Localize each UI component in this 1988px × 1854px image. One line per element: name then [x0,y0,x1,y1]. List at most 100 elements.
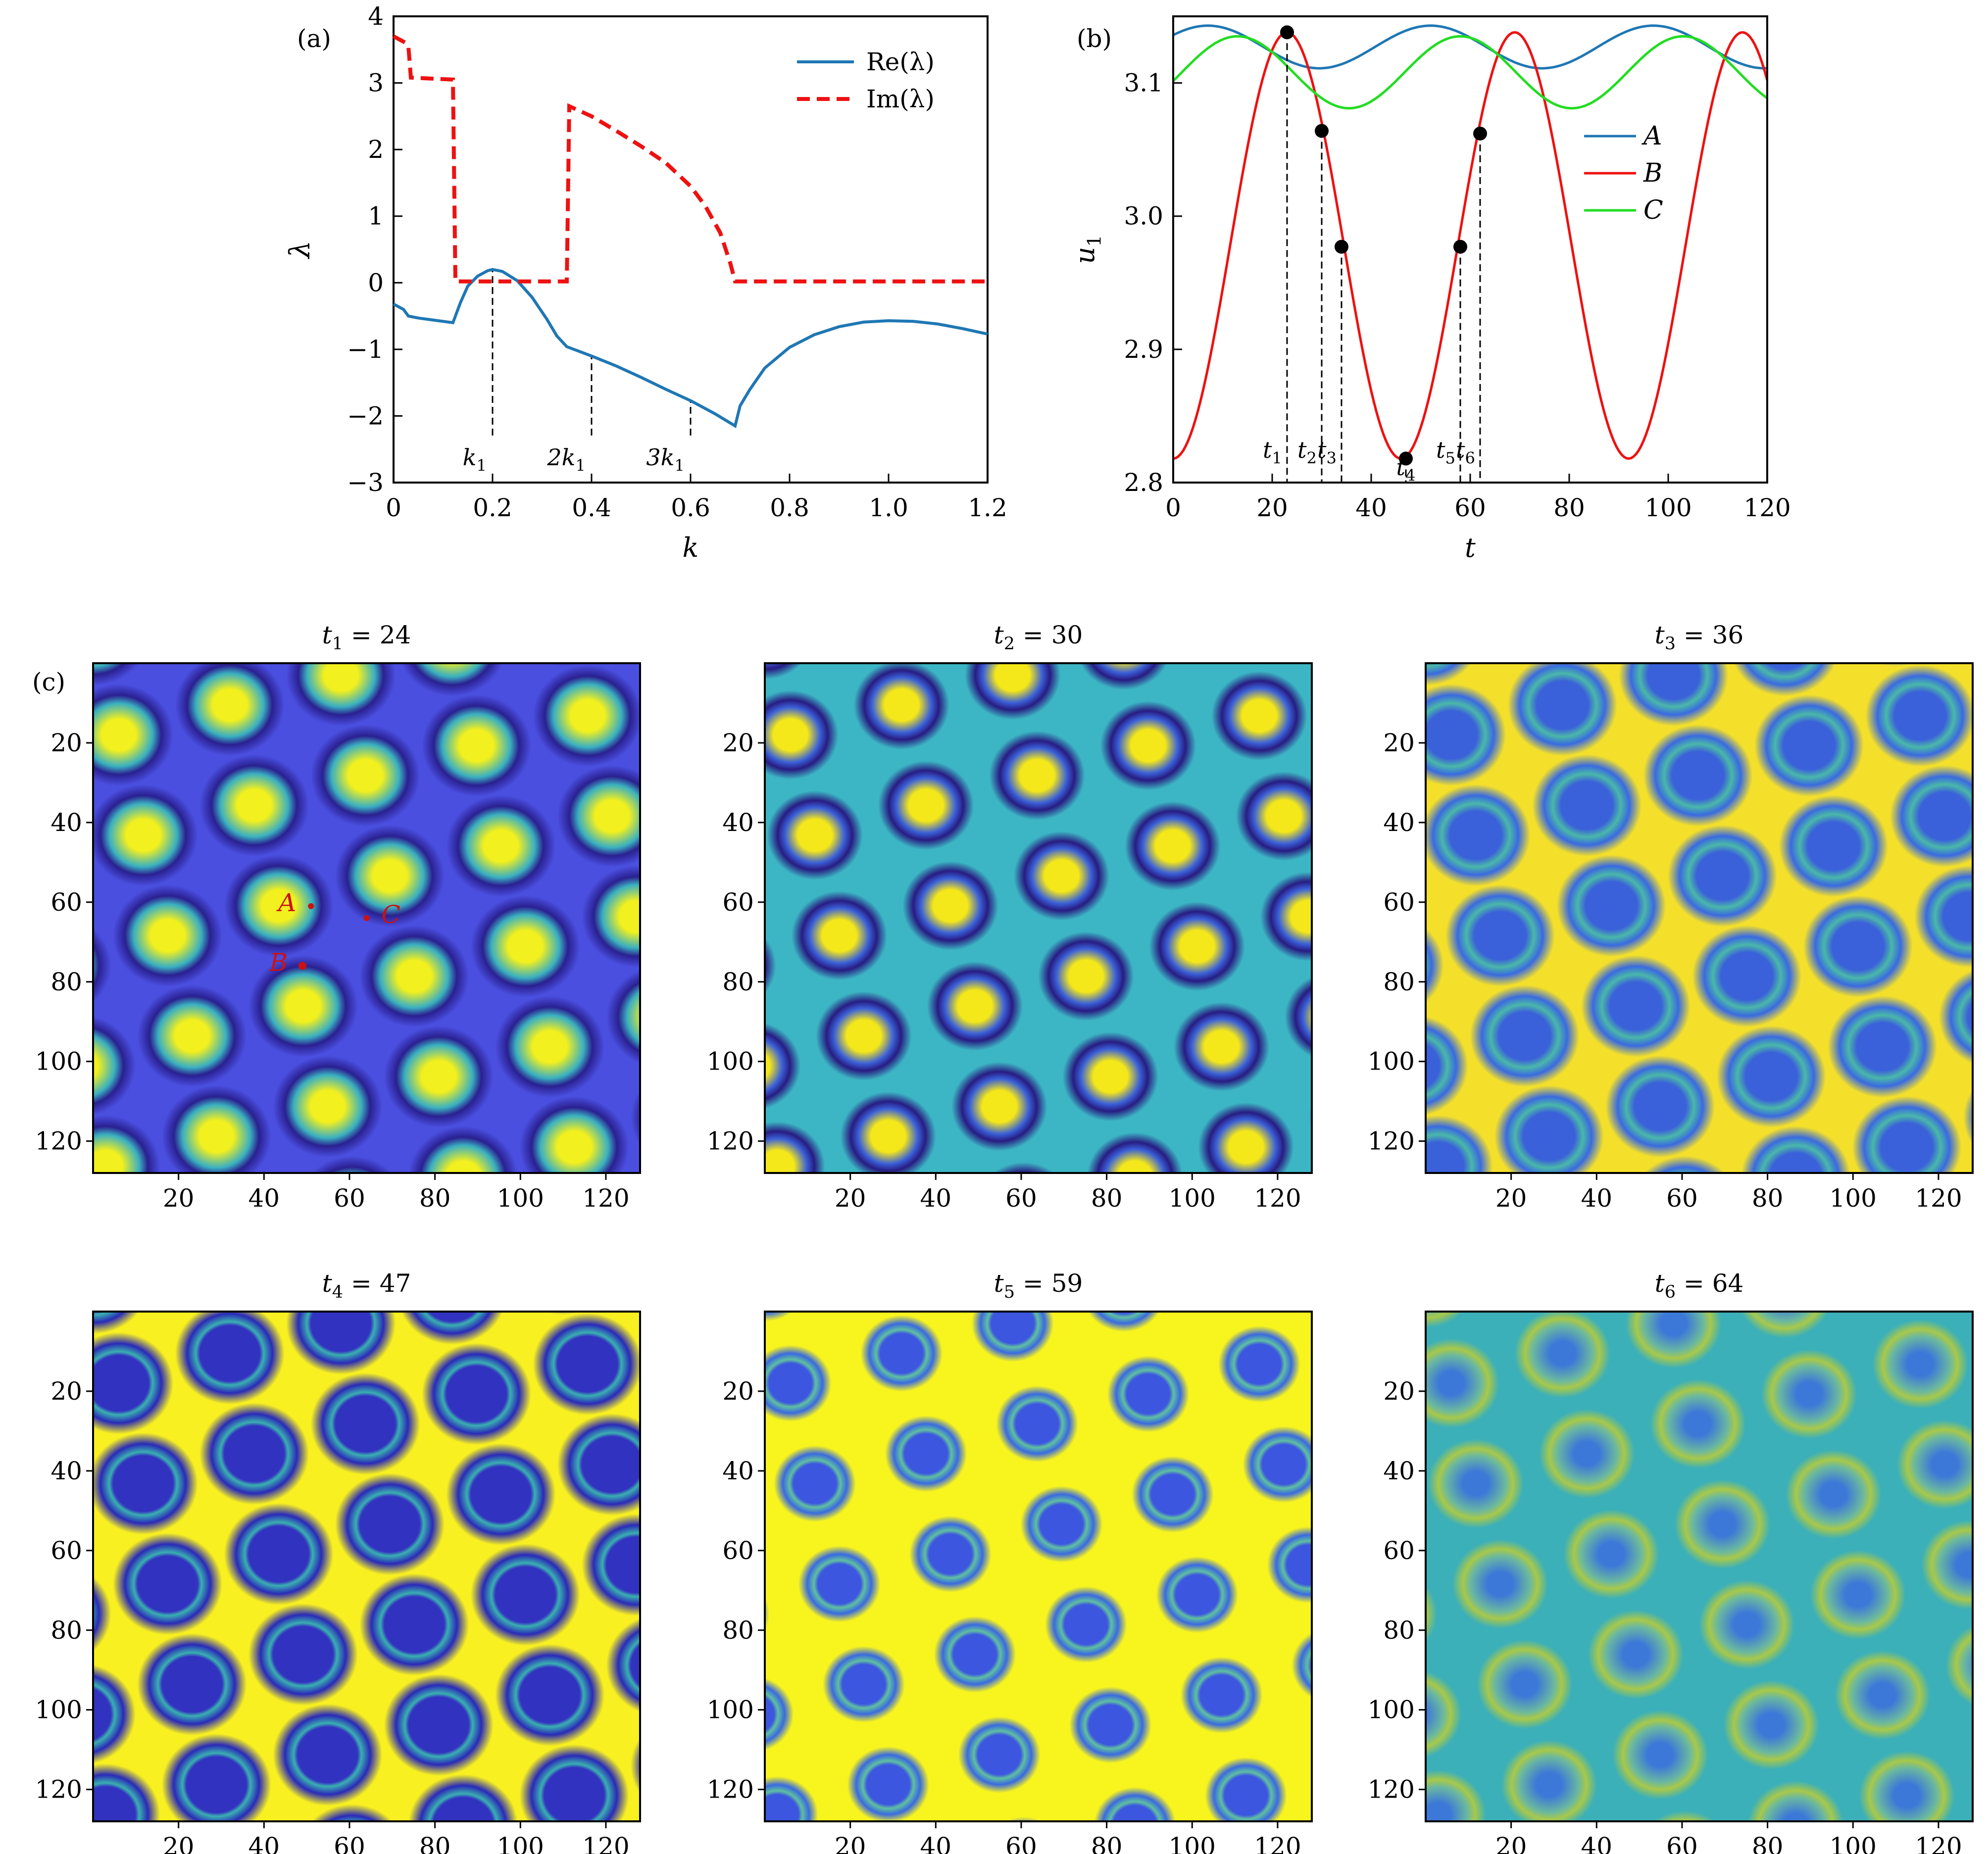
y-tick-label: 40 [50,808,82,837]
heatmap-spot [93,1016,136,1116]
heatmap-spot [644,635,753,737]
marker-point [1335,240,1348,254]
heatmap-spot [606,970,640,1064]
marker-point [1473,126,1487,141]
heatmap-spot [93,663,140,686]
y-tick-label: 80 [722,1616,754,1645]
x-tick-label: 80 [419,1832,451,1854]
x-tick-label: 0.8 [770,493,809,522]
heatmap-spot [495,1644,605,1746]
y-axis-label: λ [284,241,316,259]
heatmap-spot [1938,970,1973,1064]
heatmap-spot [1452,1539,1548,1629]
heatmap-spot [446,795,556,897]
heatmap-spot [1507,663,1617,756]
heatmap-spot [1959,1189,1988,1278]
heatmap-spot [1087,1312,1160,1332]
heatmap-spot [1223,1203,1318,1292]
heatmap-spot [582,1513,640,1616]
heatmap-spot [1426,683,1506,786]
heatmap-spot [384,1025,494,1128]
heatmap-spot [1716,1025,1826,1128]
point-label: A [276,888,296,917]
heatmap-spot [1267,1526,1312,1604]
heatmap-spot [93,1763,160,1821]
heatmap-spot [359,925,469,1027]
heatmap-spot [767,790,863,880]
y-tick-label: 100 [1368,1047,1415,1076]
x-tick-label: 120 [1915,1184,1962,1213]
heatmap-spot [1445,884,1555,987]
heatmap-spot [93,1576,111,1652]
x-tick-label: 60 [1005,1832,1037,1854]
point-label: B [269,948,288,977]
heatmap-field [1426,1189,1988,1821]
heatmap-panel-6: 20 40 60 80 100 120 20 40 60 80 100 120 t6 = 64 [1368,1189,1988,1854]
heatmap-spot [1242,1426,1312,1503]
y-tick-label: 100 [35,1696,82,1724]
x-tick-label: 120 [1254,1184,1301,1213]
heatmap-spot [1013,831,1110,921]
heatmap-spot [93,1312,140,1334]
heatmap-spot [1834,1650,1931,1740]
x-tick-label: 0 [1165,493,1181,522]
heatmap-spot [1786,1450,1882,1539]
x-tick-label: 40 [1581,1832,1613,1854]
heatmap-spot [248,955,358,1057]
heatmap-spot [1330,1296,1412,1373]
marker-point [1280,25,1294,40]
x-tick-label: 80 [1091,1832,1123,1854]
heatmap-title: t6 = 64 [1655,1269,1744,1302]
x-tick-label: 100 [497,1832,544,1854]
heatmap-spot [1426,927,1444,1004]
x-tick-label: 0.6 [671,493,710,522]
marker-point [1315,124,1329,138]
heatmap-spot [557,765,640,867]
heatmap-spot [1667,825,1777,927]
heatmap-spot [582,865,640,968]
heatmap-spot [470,895,580,998]
heatmap-spot [1877,663,1915,667]
heatmap-spot [934,1616,1016,1693]
x-tick-label: 40 [248,1832,280,1854]
heatmap-spot [1298,541,1393,630]
y-tick-label: 60 [50,888,82,917]
series-line-C [1173,35,1767,110]
x-tick-label: 20 [835,1184,866,1213]
marker-point [1453,240,1467,254]
heatmap-spot [93,1115,160,1173]
heatmap-spot [1426,1312,1464,1328]
y-axis-label: u1 [1069,235,1105,264]
heatmap-frame [764,1311,1313,1822]
y-tick-label: 1 [368,202,384,231]
heatmap-spot [533,1313,640,1415]
heatmap-spot [1107,1356,1190,1432]
heatmap-spot [1125,801,1221,891]
legend-label: Re(λ) [866,48,935,76]
heatmap-panel-4: 20 40 60 80 100 120 20 40 60 80 100 120 t4 = 47 [35,1183,764,1854]
heatmap-spot [1426,784,1531,886]
heatmap-field [765,541,1393,1292]
y-tick-label: 60 [722,1536,754,1565]
heatmap-title: t1 = 24 [322,621,411,654]
series-line-re [393,268,988,429]
y-tick-label: 80 [1383,968,1415,996]
heatmap-spot [286,1312,396,1375]
heatmap-spot [620,1183,729,1285]
heatmap-spot [273,1055,383,1158]
heatmap-spot [1426,1770,1486,1821]
x-tick-label: 100 [497,1184,544,1213]
y-tick-label: 40 [50,1457,82,1485]
heatmap-spot [199,754,309,857]
y-tick-label: −1 [347,335,384,364]
y-tick-label: 3.0 [1124,202,1163,231]
y-tick-label: 80 [722,968,754,996]
y-tick-label: −2 [347,401,384,430]
legend-label: Im(λ) [866,85,935,113]
heatmap-spot [1198,1102,1294,1173]
heatmap-field [765,1296,1412,1821]
heatmap-spot [655,1815,764,1854]
heatmap-spot [1741,1126,1850,1173]
marker-label: t2 [1297,437,1317,468]
y-tick-label: 100 [1368,1696,1415,1724]
